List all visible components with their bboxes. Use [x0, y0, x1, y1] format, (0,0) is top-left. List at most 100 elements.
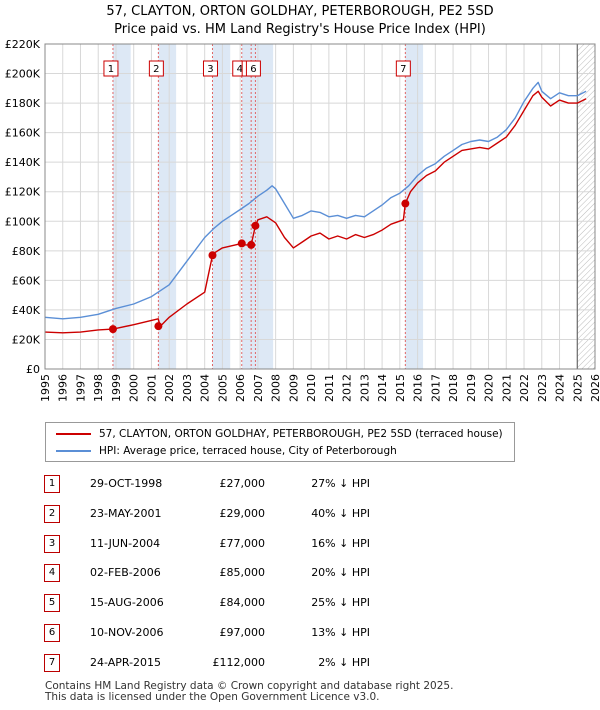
legend-item-hpi: HPI: Average price, terraced house, City…: [56, 444, 397, 458]
x-tick-label: 2003: [181, 374, 194, 402]
x-tick-label: 2001: [145, 374, 158, 402]
sale-band-6: [255, 44, 274, 369]
x-tick-label: 2021: [500, 374, 513, 402]
sale-row: 3 11-JUN-2004 £77,000 16% ↓ HPI: [0, 534, 600, 556]
sale-row: 2 23-MAY-2001 £29,000 40% ↓ HPI: [0, 504, 600, 526]
x-tick-label: 2020: [483, 374, 496, 402]
sale-price: £27,000: [219, 477, 266, 490]
sale-row: 7 24-APR-2015 £112,000 2% ↓ HPI: [0, 653, 600, 675]
sale-number: 6: [44, 624, 60, 642]
legend: 57, CLAYTON, ORTON GOLDHAY, PETERBOROUGH…: [45, 422, 515, 462]
x-tick-label: 2019: [465, 374, 478, 402]
sale-label-box-1: [103, 60, 119, 77]
sale-number: 7: [44, 653, 60, 672]
sale-marker-3: [208, 251, 217, 260]
legend-property-label: 57, CLAYTON, ORTON GOLDHAY, PETERBOROUGH…: [99, 428, 503, 440]
x-tick-label: 2007: [252, 374, 265, 402]
sale-price: £84,000: [219, 596, 266, 610]
sale-label-box-2: [148, 60, 164, 77]
sale-label-7: 7: [400, 64, 406, 75]
sale-hpi-diff: 13% ↓ HPI: [311, 626, 370, 639]
x-tick-label: 2018: [447, 374, 460, 402]
sale-marker-5: [247, 240, 256, 249]
x-tick-label: 2017: [429, 374, 442, 402]
chart-subtitle: Price paid vs. HM Land Registry's House …: [114, 22, 486, 37]
sale-price: £97,000: [219, 626, 266, 639]
sale-marker-1: [108, 325, 117, 334]
chart-title: 57, CLAYTON, ORTON GOLDHAY, PETERBOROUGH…: [106, 4, 494, 19]
x-tick-label: 2024: [554, 374, 567, 402]
y-tick-label: £140K: [5, 156, 41, 169]
sale-row: 4 02-FEB-2006 £85,000 20% ↓ HPI: [0, 563, 600, 585]
sale-marker-6: [251, 221, 260, 230]
sale-label-3: 3: [207, 64, 213, 75]
sale-row: 6 10-NOV-2006 £97,000 13% ↓ HPI: [0, 623, 600, 645]
sale-date: 24-APR-2015: [90, 655, 162, 669]
y-tick-label: £220K: [5, 38, 41, 51]
x-tick-label: 1995: [39, 374, 52, 402]
sale-row: 5 15-AUG-2006 £84,000 25% ↓ HPI: [0, 593, 600, 615]
x-tick-label: 2023: [536, 374, 549, 402]
sale-label-2: 2: [153, 64, 159, 75]
footer-licence: This data is licensed under the Open Gov…: [45, 691, 380, 703]
sale-date: 23-MAY-2001: [90, 506, 162, 520]
y-tick-label: £160K: [5, 127, 41, 140]
legend-blue-swatch: [56, 450, 91, 452]
price-chart: £0 £20K £40K £60K £80K £100K £120K £140K £160K £1…: [5, 38, 600, 402]
x-tick-label: 2015: [394, 374, 407, 402]
sale-band-2: [158, 44, 177, 369]
sale-date: 02-FEB-2006: [90, 566, 161, 580]
y-tick-label: £20K: [12, 333, 41, 346]
sale-marker-4: [237, 239, 246, 248]
sale-hpi-diff: 2% ↓ HPI: [318, 655, 370, 669]
sale-band-3: [212, 44, 231, 369]
sale-number: 4: [44, 564, 60, 583]
x-tick-label: 1996: [57, 374, 70, 402]
footer: Contains HM Land Registry data © Crown c…: [45, 681, 453, 703]
x-tick-label: 2013: [358, 374, 371, 402]
x-tick-label: 2016: [412, 374, 425, 402]
sale-date: 15-AUG-2006: [90, 596, 164, 610]
sale-row: 1 29-OCT-1998 £27,000 27% ↓ HPI: [0, 474, 600, 496]
forecast-hatch: [577, 44, 595, 369]
sale-date: 11-JUN-2004: [90, 536, 161, 550]
sale-price: £77,000: [219, 536, 266, 550]
plot-border: [44, 43, 596, 370]
y-tick-label: £180K: [5, 97, 41, 110]
sale-hpi-diff: 20% ↓ HPI: [311, 566, 370, 580]
sale-marker-7: [401, 199, 410, 208]
sale-price: £85,000: [219, 566, 266, 580]
y-tick-label: £100K: [5, 215, 41, 228]
x-tick-label: 1997: [74, 374, 87, 402]
x-tick-label: 2012: [341, 374, 354, 402]
legend-item-property: 57, CLAYTON, ORTON GOLDHAY, PETERBOROUGH…: [56, 427, 503, 441]
legend-hpi-label: HPI: Average price, terraced house, City…: [99, 445, 397, 457]
sale-hpi-diff: 40% ↓ HPI: [311, 506, 370, 520]
x-tick-label: 2009: [287, 374, 300, 402]
sale-hpi-diff: 25% ↓ HPI: [311, 596, 370, 610]
x-tick-label: 2025: [571, 374, 584, 402]
y-tick-label: £40K: [12, 304, 41, 317]
x-tick-label: 2011: [323, 374, 336, 402]
y-tick-label: £200K: [5, 68, 41, 81]
sale-band-1: [112, 44, 131, 369]
sale-band-7: [405, 44, 424, 369]
sale-price: £112,000: [212, 655, 266, 669]
sale-label-box-7: [395, 60, 411, 77]
x-tick-label: 2000: [128, 374, 141, 402]
legend-red-swatch: [56, 433, 91, 435]
x-tick-label: 2005: [216, 374, 229, 402]
property-line: [44, 90, 587, 334]
x-tick-label: 2026: [589, 374, 600, 402]
sale-hpi-diff: 16% ↓ HPI: [311, 536, 370, 550]
sale-hpi-diff: 27% ↓ HPI: [311, 477, 370, 490]
x-tick-label: 2002: [163, 374, 176, 402]
plot-area: [45, 44, 595, 369]
sale-label-box-3: [202, 60, 218, 77]
y-tick-label: £120K: [5, 186, 41, 199]
x-tick-label: 2008: [270, 374, 283, 402]
x-tick-label: 2010: [305, 374, 318, 402]
sale-label-1: 1: [108, 64, 114, 75]
sale-label-4: 4: [237, 64, 243, 75]
y-tick-label: £60K: [12, 274, 41, 287]
